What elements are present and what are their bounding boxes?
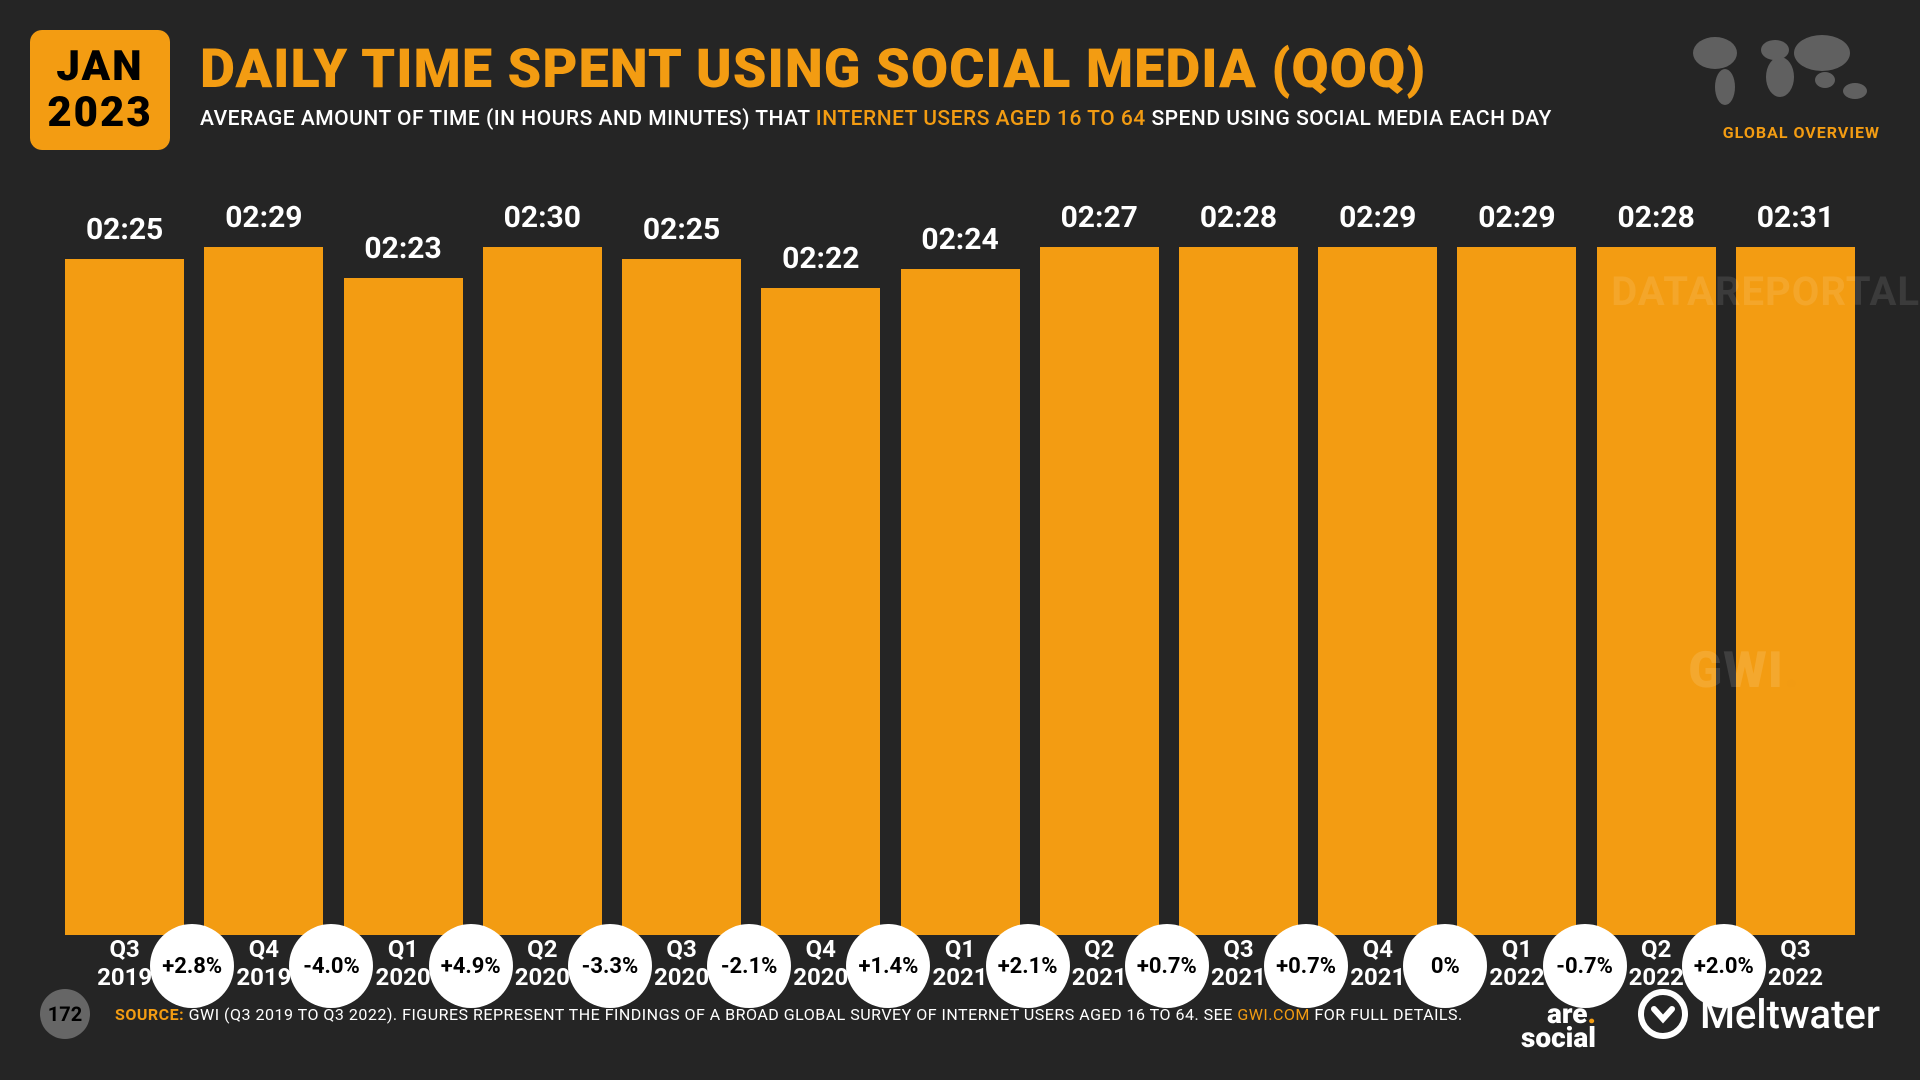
- watermark-gwi: GWI. DATAREPORTAL: [1688, 642, 1800, 700]
- world-map-area: GLOBAL OVERVIEW: [1680, 25, 1880, 142]
- change-badge: 0%: [1403, 924, 1487, 1008]
- source-label: SOURCE:: [115, 1005, 184, 1024]
- bar: [483, 247, 602, 935]
- bar: [761, 288, 880, 935]
- change-badge: -0.7%: [1543, 924, 1627, 1008]
- change-badge: -4.0%: [289, 924, 373, 1008]
- bar-slot: 02:22: [753, 200, 888, 935]
- bar-value-label: 02:24: [921, 222, 998, 257]
- bar: [1179, 247, 1298, 935]
- badge-year: 2023: [47, 92, 152, 134]
- bar-value-label: 02:29: [225, 200, 302, 235]
- bar: [1736, 247, 1855, 935]
- change-badge: +2.0%: [1682, 924, 1766, 1008]
- bar-slot: 02:30: [475, 200, 610, 935]
- subtitle-suffix: SPEND USING SOCIAL MEDIA EACH DAY: [1146, 107, 1552, 131]
- page-subtitle: AVERAGE AMOUNT OF TIME (IN HOURS AND MIN…: [200, 107, 1552, 131]
- page-title: DAILY TIME SPENT USING SOCIAL MEDIA (QOQ…: [200, 38, 1552, 101]
- change-badge: -3.3%: [568, 924, 652, 1008]
- was-line3: social: [1521, 1021, 1596, 1054]
- bar: [65, 259, 184, 935]
- change-badge: +0.7%: [1264, 924, 1348, 1008]
- bar-value-label: 02:29: [1478, 200, 1555, 235]
- bar-slot: 02:23: [335, 200, 470, 935]
- bar-slot: 02:25: [57, 200, 192, 935]
- bar-value-label: 02:27: [1061, 200, 1138, 235]
- world-map-icon: [1680, 25, 1880, 115]
- gwi-link: GWI.COM: [1237, 1005, 1310, 1024]
- change-badge: +2.1%: [986, 924, 1070, 1008]
- watermark-datareportal: DATAREPORTAL: [1611, 268, 1920, 315]
- subtitle-highlight: INTERNET USERS AGED 16 TO 64: [816, 107, 1146, 131]
- badge-month: JAN: [56, 46, 143, 88]
- watermark-dot: .: [1784, 642, 1800, 700]
- bar-slot: 02:29: [196, 200, 331, 935]
- bar-value-label: 02:28: [1200, 200, 1277, 235]
- bar-value-label: 02:25: [643, 212, 720, 247]
- change-badge: +0.7%: [1125, 924, 1209, 1008]
- bar: [1457, 247, 1576, 935]
- change-badge: +2.8%: [150, 924, 234, 1008]
- bar: [344, 278, 463, 935]
- bar-value-label: 02:22: [782, 241, 859, 276]
- bar-value-label: 02:30: [504, 200, 581, 235]
- meltwater-icon: [1636, 987, 1690, 1041]
- bar-value-label: 02:28: [1618, 200, 1695, 235]
- bar: [204, 247, 323, 935]
- bar: [1040, 247, 1159, 935]
- bar: [1318, 247, 1437, 935]
- header: DAILY TIME SPENT USING SOCIAL MEDIA (QOQ…: [200, 38, 1552, 131]
- date-badge: JAN 2023: [30, 30, 170, 150]
- bar: [901, 269, 1020, 935]
- global-overview-label: GLOBAL OVERVIEW: [1680, 123, 1880, 142]
- bar-value-label: 02:29: [1339, 200, 1416, 235]
- meltwater-logo: Meltwater: [1636, 987, 1880, 1041]
- change-badge: +1.4%: [846, 924, 930, 1008]
- change-badge: +4.9%: [429, 924, 513, 1008]
- page-number: 172: [40, 989, 90, 1039]
- subtitle-prefix: AVERAGE AMOUNT OF TIME (IN HOURS AND MIN…: [200, 107, 816, 131]
- bar-slot: 02:29: [1449, 200, 1584, 935]
- bar-slot: 02:29: [1310, 200, 1445, 935]
- bar-value-label: 02:31: [1757, 200, 1834, 235]
- bar-slot: 02:27: [1032, 200, 1167, 935]
- bar-slot: 02:25: [614, 200, 749, 935]
- bar: [622, 259, 741, 935]
- change-badge: -2.1%: [707, 924, 791, 1008]
- bar-value-label: 02:25: [86, 212, 163, 247]
- bar: [1597, 247, 1716, 935]
- source-text: GWI (Q3 2019 TO Q3 2022). FIGURES REPRES…: [184, 1005, 1237, 1024]
- bar-chart: 02:25 02:29 02:23 02:30 02:25 02:22 02:24 02:27…: [55, 200, 1865, 935]
- bar-slot: 02:24: [892, 200, 1027, 935]
- bar-slot: 02:28: [1171, 200, 1306, 935]
- watermark-text: GWI: [1688, 642, 1784, 700]
- bar-value-label: 02:23: [364, 231, 441, 266]
